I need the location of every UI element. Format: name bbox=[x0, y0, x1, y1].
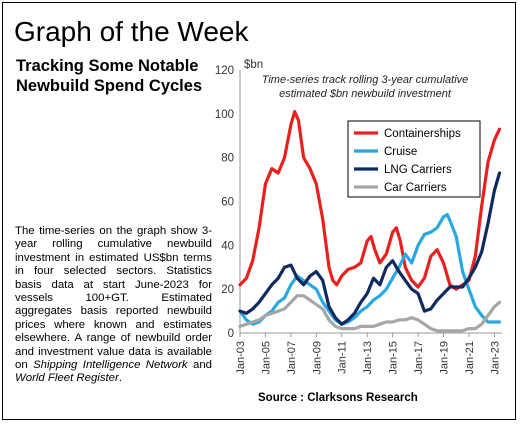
legend-label: Cruise bbox=[384, 146, 417, 158]
description-part: and bbox=[187, 359, 212, 372]
description-text: The time-series on the graph show 3-year… bbox=[15, 225, 212, 386]
x-tick-label: Jan-23 bbox=[489, 341, 501, 375]
legend-label: LNG Carriers bbox=[384, 164, 452, 176]
legend-label: Car Carriers bbox=[384, 182, 447, 194]
series-line-cruise bbox=[238, 213, 502, 326]
y-tick-label: 0 bbox=[228, 328, 234, 340]
x-tick-label: Jan-17 bbox=[413, 341, 425, 375]
x-tick-label: Jan-11 bbox=[337, 341, 349, 374]
description-part: . bbox=[118, 372, 122, 385]
y-tick-label: 40 bbox=[221, 240, 234, 252]
y-tick-label: 60 bbox=[221, 197, 234, 209]
y-tick-label: 80 bbox=[221, 153, 234, 165]
chart-annotation: Time-series track rolling 3-year cumulat… bbox=[262, 74, 469, 86]
figure-frame bbox=[2, 2, 516, 420]
legend-label: Containerships bbox=[384, 128, 461, 140]
x-tick-label: Jan-05 bbox=[260, 341, 272, 375]
chart-annotation: estimated $bn newbuild investment bbox=[279, 88, 452, 100]
y-tick-label: 100 bbox=[215, 109, 234, 121]
description-link-wfr: World Fleet Register bbox=[15, 372, 119, 385]
chart-subtitle: Tracking Some Notable Newbuild Spend Cyc… bbox=[16, 57, 203, 95]
x-tick-label: Jan-13 bbox=[362, 341, 374, 375]
x-tick-label: Jan-19 bbox=[438, 341, 450, 375]
x-tick-label: Jan-03 bbox=[235, 341, 247, 375]
description-link-sin: Shipping Intelligence Network bbox=[33, 359, 188, 372]
page-title: Graph of the Week bbox=[14, 16, 249, 47]
source-label: Source : Clarksons Research bbox=[258, 392, 418, 404]
y-tick-label: 20 bbox=[221, 284, 234, 296]
series-line-lng-carriers bbox=[238, 171, 502, 326]
description-part: The time-series on the graph show 3-year… bbox=[15, 225, 212, 372]
x-tick-label: Jan-15 bbox=[388, 341, 400, 375]
y-axis-label: $bn bbox=[244, 59, 263, 71]
x-tick-label: Jan-21 bbox=[464, 341, 476, 375]
series-line-car-carriers bbox=[238, 294, 502, 333]
x-tick-label: Jan-09 bbox=[311, 341, 323, 375]
y-tick-label: 120 bbox=[215, 65, 234, 77]
x-tick-label: Jan-07 bbox=[286, 341, 298, 375]
